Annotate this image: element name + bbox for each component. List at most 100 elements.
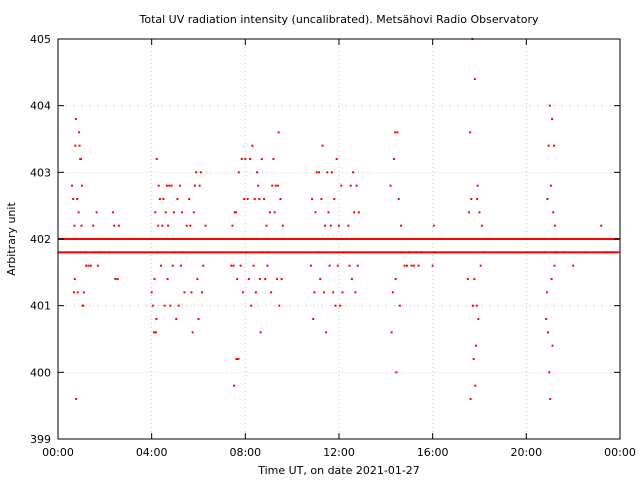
data-point <box>193 184 196 187</box>
data-point <box>391 291 394 294</box>
data-point <box>195 251 198 254</box>
data-point <box>532 251 535 254</box>
data-point <box>429 238 432 240</box>
data-point <box>476 198 479 200</box>
data-point <box>604 238 607 240</box>
data-point <box>597 251 600 254</box>
data-point <box>275 251 278 254</box>
data-point <box>557 238 560 240</box>
data-point <box>309 251 312 254</box>
data-point <box>336 251 339 254</box>
data-point <box>64 251 67 254</box>
data-point <box>181 238 184 240</box>
data-point <box>237 358 240 360</box>
data-point <box>442 251 445 254</box>
data-point <box>62 251 65 254</box>
data-point <box>297 251 300 254</box>
data-point <box>276 251 279 254</box>
data-point <box>279 238 282 240</box>
data-point <box>114 238 117 240</box>
data-point <box>403 238 406 240</box>
data-point <box>237 171 240 174</box>
data-point <box>82 291 85 294</box>
data-point <box>447 251 450 254</box>
data-point <box>395 371 398 374</box>
data-point <box>203 238 206 240</box>
data-point <box>320 198 323 200</box>
data-point <box>578 251 581 254</box>
data-point <box>178 184 181 187</box>
data-point <box>148 238 151 240</box>
data-point <box>443 251 446 254</box>
data-point <box>161 224 164 227</box>
data-point <box>136 238 139 240</box>
data-point <box>120 238 123 240</box>
data-point <box>412 238 415 240</box>
data-point <box>423 251 426 254</box>
data-point <box>562 251 565 254</box>
data-point <box>246 198 249 200</box>
data-point <box>168 184 171 187</box>
data-point <box>203 251 206 254</box>
data-point <box>137 251 140 254</box>
data-point <box>271 184 274 187</box>
data-point <box>356 264 359 267</box>
data-point <box>173 238 176 240</box>
data-point <box>553 238 556 240</box>
data-point <box>164 238 167 240</box>
data-point <box>459 251 462 254</box>
data-point <box>176 238 179 240</box>
y-tick-label: 404 <box>30 100 51 113</box>
data-point <box>348 238 351 240</box>
data-point <box>548 238 551 240</box>
data-point <box>174 251 177 254</box>
data-point <box>197 318 200 320</box>
data-point <box>209 251 212 254</box>
data-point <box>370 251 373 254</box>
data-point <box>561 251 564 254</box>
data-point <box>425 238 428 240</box>
data-point <box>109 251 112 254</box>
data-point <box>437 238 440 240</box>
data-point <box>267 251 270 254</box>
data-point <box>261 251 264 254</box>
data-point <box>529 238 532 240</box>
data-point <box>362 251 365 254</box>
data-point <box>86 251 89 254</box>
data-point <box>172 251 175 254</box>
data-point <box>226 238 229 240</box>
data-point <box>265 224 268 227</box>
data-point <box>204 238 207 240</box>
data-point <box>365 238 368 240</box>
data-point <box>597 238 600 240</box>
data-point <box>495 238 498 240</box>
data-point <box>92 238 95 240</box>
data-point <box>466 278 469 280</box>
data-point <box>204 251 207 254</box>
data-point <box>454 238 457 240</box>
data-point <box>204 224 207 227</box>
data-point <box>422 251 425 254</box>
data-point <box>323 251 326 254</box>
data-point <box>180 251 182 254</box>
data-point <box>267 238 270 240</box>
data-point <box>261 238 264 240</box>
data-points <box>58 38 620 400</box>
data-point <box>125 251 128 254</box>
data-point <box>277 184 280 187</box>
data-point <box>551 344 554 347</box>
data-point <box>523 251 526 254</box>
data-point <box>572 238 575 240</box>
data-point <box>234 251 237 254</box>
data-point <box>461 238 464 240</box>
data-point <box>348 251 351 254</box>
data-point <box>600 238 603 240</box>
data-point <box>61 251 64 254</box>
data-point <box>289 251 292 254</box>
data-point <box>547 251 550 254</box>
data-point <box>175 238 178 240</box>
data-point <box>250 251 253 254</box>
data-point <box>229 251 232 254</box>
data-point <box>192 251 195 254</box>
